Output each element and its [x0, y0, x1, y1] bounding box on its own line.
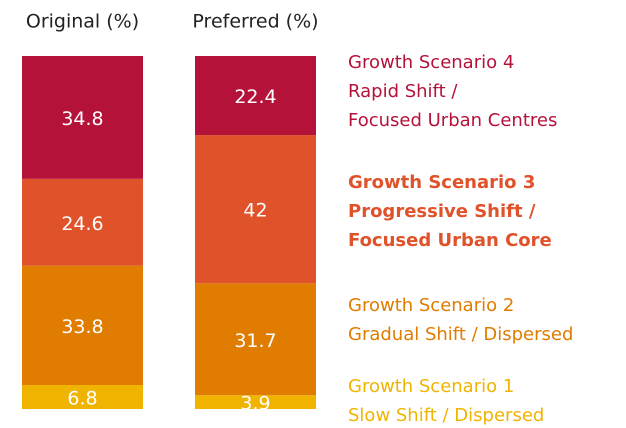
bar-segment	[22, 265, 143, 385]
value-label: 24.6	[61, 213, 103, 235]
bar-segment	[195, 395, 316, 409]
value-label: 6.8	[67, 387, 97, 409]
x-category-label: Preferred (%)	[192, 11, 318, 33]
legend-entry: Growth Scenario 2 Gradual Shift / Disper…	[348, 295, 574, 345]
bar-segment	[22, 178, 143, 266]
bar-segment	[22, 56, 143, 179]
legend-entry: Growth Scenario 3 Progressive Shift / Fo…	[348, 172, 552, 251]
legend-entry: Growth Scenario 4 Rapid Shift / Focused …	[348, 52, 558, 131]
value-label: 22.4	[234, 86, 276, 108]
bar-segment	[195, 56, 316, 136]
value-label: 42	[243, 200, 267, 222]
value-label: 31.7	[234, 330, 276, 352]
legend-entry: Growth Scenario 1 Slow Shift / Dispersed	[348, 376, 545, 426]
bar-segment	[195, 135, 316, 284]
bar-segment	[195, 283, 316, 396]
x-category-label: Original (%)	[26, 11, 139, 33]
value-label: 33.8	[61, 316, 103, 338]
value-label: 34.8	[61, 108, 103, 130]
value-label: 3.9	[240, 393, 270, 415]
bar-segment	[22, 384, 143, 409]
